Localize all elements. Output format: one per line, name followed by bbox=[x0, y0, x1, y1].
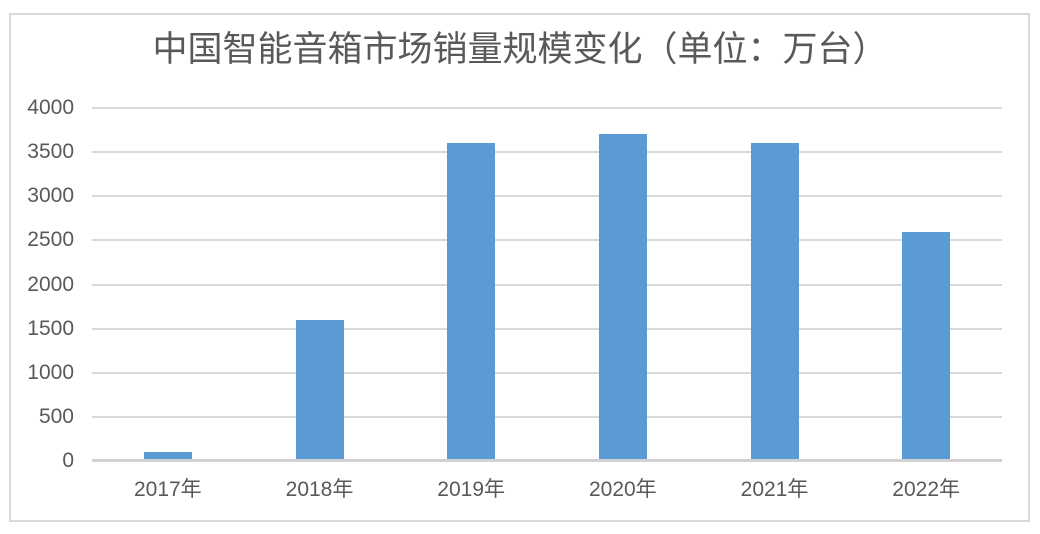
y-tick-label: 3000 bbox=[27, 184, 74, 208]
bar bbox=[902, 231, 951, 461]
gridline bbox=[92, 371, 1002, 374]
bar bbox=[598, 134, 647, 461]
bar bbox=[447, 143, 496, 461]
gridline bbox=[92, 327, 1002, 330]
x-tick-label: 2018年 bbox=[285, 478, 354, 501]
x-tick-label: 2019年 bbox=[437, 478, 506, 501]
gridline bbox=[92, 151, 1002, 154]
y-tick-label: 2500 bbox=[27, 228, 74, 252]
x-tick-label: 2017年 bbox=[133, 478, 202, 501]
y-tick-label: 2000 bbox=[27, 272, 74, 296]
y-axis: 0 500 1000 1500 2000 2500 3000 3500 4000 bbox=[0, 96, 74, 472]
y-tick-label: 0 bbox=[62, 449, 74, 472]
x-tick-label: 2020年 bbox=[588, 478, 657, 501]
y-tick-label: 3500 bbox=[27, 140, 74, 164]
gridline bbox=[92, 415, 1002, 418]
gridline bbox=[92, 107, 1002, 109]
y-tick-label: 500 bbox=[38, 404, 74, 428]
gridline bbox=[92, 239, 1002, 242]
x-axis-line bbox=[92, 459, 1002, 462]
bar bbox=[750, 143, 799, 461]
y-tick-label: 1000 bbox=[27, 360, 74, 384]
bar bbox=[143, 452, 192, 461]
plot-area bbox=[92, 107, 1002, 462]
y-tick-label: 1500 bbox=[27, 316, 74, 340]
y-tick-label: 4000 bbox=[27, 96, 74, 119]
bar bbox=[295, 319, 344, 461]
x-axis: 2017年 2018年 2019年 2020年 2021年 2022年 bbox=[92, 473, 1002, 503]
x-tick-label: 2022年 bbox=[892, 478, 961, 501]
gridline bbox=[92, 195, 1002, 198]
gridline bbox=[92, 283, 1002, 286]
x-tick-label: 2021年 bbox=[740, 478, 809, 501]
chart-title: 中国智能音箱市场销量规模变化（单位：万台） bbox=[152, 30, 888, 69]
chart-frame bbox=[9, 13, 1030, 522]
